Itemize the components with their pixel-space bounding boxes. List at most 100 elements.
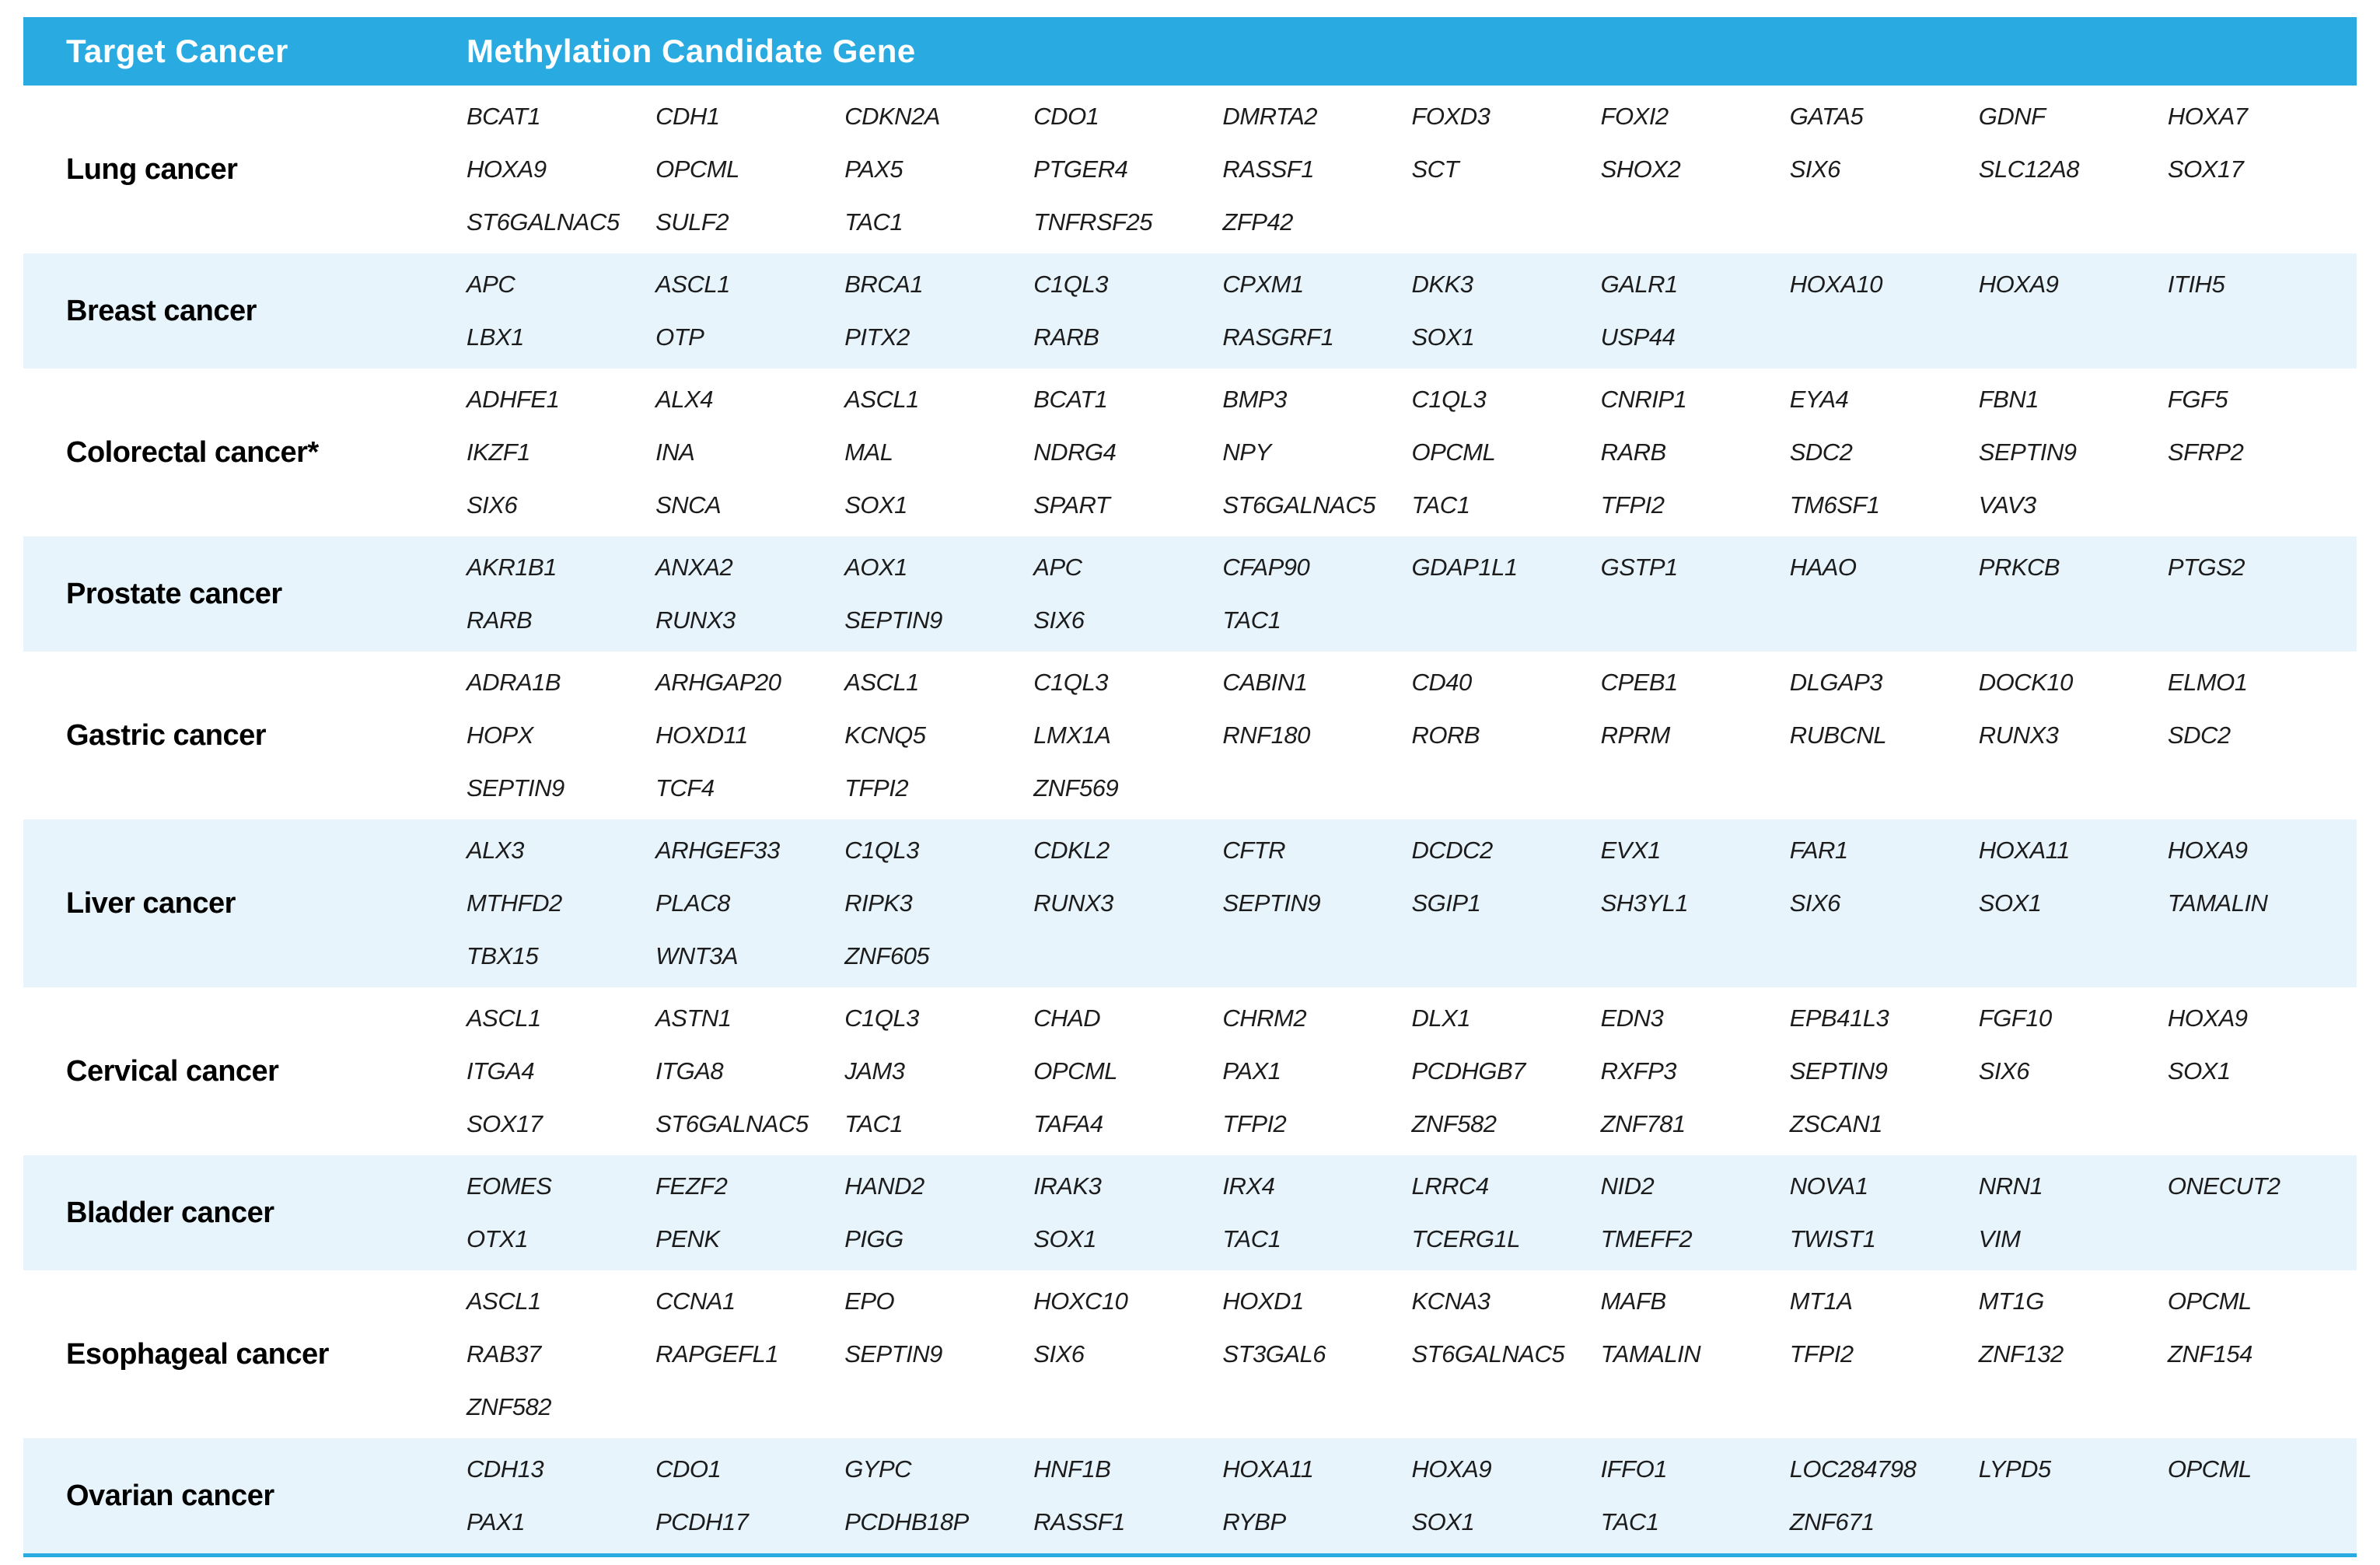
gene-symbol: CD40 bbox=[1411, 669, 1473, 696]
gene-symbol: RASSF1 bbox=[1033, 1508, 1125, 1535]
gene-symbol: RPRM bbox=[1600, 721, 1671, 749]
gene-symbol: FOXD3 bbox=[1411, 103, 1491, 130]
gene-symbol: ARHGEF33 bbox=[655, 837, 780, 864]
table-header-row: Target Cancer Methylation Candidate Gene bbox=[23, 17, 2357, 86]
gene-symbol: ALX3 bbox=[467, 837, 524, 864]
gene-symbol: OPCML bbox=[2167, 1455, 2252, 1483]
gene-symbol: ALX4 bbox=[655, 386, 713, 413]
cancer-row: Esophageal cancer ASCL1 CCNA1 EPO HOXC10 HOXD… bbox=[23, 1270, 2357, 1438]
gene-symbol: SULF2 bbox=[655, 208, 729, 236]
gene-symbol: CFTR bbox=[1222, 837, 1286, 864]
gene-symbol: PITX2 bbox=[844, 323, 910, 351]
gene-symbol: CPEB1 bbox=[1600, 669, 1679, 696]
gene-symbol: HOXA9 bbox=[467, 155, 547, 183]
gene-symbol: EVX1 bbox=[1600, 837, 1662, 864]
gene-symbol: SEPTIN9 bbox=[844, 606, 942, 634]
gene-symbol: FEZF2 bbox=[655, 1172, 728, 1200]
cancer-name: Liver cancer bbox=[66, 886, 236, 920]
gene-list: ALX3 ARHGEF33 C1QL3 CDKL2 CFTR DCDC2 EVX1 FAR1 H… bbox=[467, 824, 2357, 983]
cancer-row: Cervical cancer ASCL1 ASTN1 C1QL3 CHAD CHRM2 D… bbox=[23, 987, 2357, 1155]
gene-symbol: TFPI2 bbox=[1789, 1340, 1854, 1368]
gene-symbol: SIX6 bbox=[467, 491, 518, 519]
gene-symbol: TAMALIN bbox=[1600, 1340, 1701, 1368]
gene-symbol: TNFRSF25 bbox=[1033, 208, 1153, 236]
gene-symbol: CPXM1 bbox=[1222, 271, 1304, 298]
cancer-row: Gastric cancer ADRA1B ARHGAP20 ASCL1 C1QL3 CA… bbox=[23, 652, 2357, 819]
gene-list: ADRA1B ARHGAP20 ASCL1 C1QL3 CABIN1 CD40 CPEB1 D… bbox=[467, 656, 2357, 815]
gene-symbol: CDKN2A bbox=[844, 103, 940, 130]
gene-symbol: ZFP42 bbox=[1222, 208, 1293, 236]
gene-symbol: HOPX bbox=[467, 721, 533, 749]
gene-symbol: SEPTIN9 bbox=[1789, 1057, 1888, 1085]
gene-symbol: SDC2 bbox=[1789, 438, 1853, 466]
gene-symbol: ADRA1B bbox=[467, 669, 561, 696]
gene-symbol: CDO1 bbox=[1033, 103, 1099, 130]
gene-symbol: ASCL1 bbox=[467, 1004, 541, 1032]
gene-symbol: HOXA9 bbox=[1411, 1455, 1492, 1483]
gene-symbol: RARB bbox=[1033, 323, 1099, 351]
gene-symbol: EOMES bbox=[467, 1172, 552, 1200]
gene-symbol: SOX17 bbox=[2167, 155, 2244, 183]
gene-symbol: PCDHB18P bbox=[844, 1508, 969, 1535]
gene-symbol: MTHFD2 bbox=[467, 889, 562, 917]
gene-symbol: C1QL3 bbox=[1033, 271, 1109, 298]
gene-symbol: SDC2 bbox=[2167, 721, 2231, 749]
gene-symbol: DOCK10 bbox=[1978, 669, 2074, 696]
cancer-name: Ovarian cancer bbox=[66, 1479, 274, 1512]
gene-symbol: SOX1 bbox=[1411, 1508, 1475, 1535]
gene-symbol: HNF1B bbox=[1033, 1455, 1111, 1483]
gene-symbol: HOXD1 bbox=[1222, 1287, 1304, 1315]
cancer-name: Colorectal cancer* bbox=[66, 435, 319, 469]
gene-symbol: IRAK3 bbox=[1033, 1172, 1102, 1200]
gene-symbol: LBX1 bbox=[467, 323, 524, 351]
gene-symbol: OTX1 bbox=[467, 1225, 528, 1252]
cancer-name: Esophageal cancer bbox=[66, 1337, 329, 1371]
gene-symbol: ZNF582 bbox=[1411, 1110, 1497, 1137]
gene-symbol: TAFA4 bbox=[1033, 1110, 1103, 1137]
gene-symbol: FOXI2 bbox=[1600, 103, 1669, 130]
gene-symbol: ZNF671 bbox=[1789, 1508, 1875, 1535]
gene-symbol: IFFO1 bbox=[1600, 1455, 1668, 1483]
gene-symbol: PRKCB bbox=[1978, 554, 2060, 581]
gene-symbol: SOX1 bbox=[1411, 323, 1475, 351]
gene-symbol: ZNF781 bbox=[1600, 1110, 1686, 1137]
cancer-name: Cervical cancer bbox=[66, 1054, 279, 1088]
gene-symbol: RUNX3 bbox=[1978, 721, 2059, 749]
gene-symbol: TWIST1 bbox=[1789, 1225, 1876, 1252]
gene-symbol: TBX15 bbox=[467, 942, 539, 969]
gene-symbol: MAL bbox=[844, 438, 893, 466]
cancer-name: Bladder cancer bbox=[66, 1196, 274, 1229]
gene-symbol: ZNF569 bbox=[1033, 774, 1119, 802]
cancer-name: Gastric cancer bbox=[66, 718, 267, 752]
gene-list: AKR1B1 ANXA2 AOX1 APC CFAP90 GDAP1L1 GSTP1 HAAO… bbox=[467, 541, 2357, 647]
gene-symbol: OPCML bbox=[1411, 438, 1496, 466]
gene-symbol: HOXA11 bbox=[1222, 1455, 1314, 1483]
gene-symbol: ASTN1 bbox=[655, 1004, 732, 1032]
gene-list: BCAT1 CDH1 CDKN2A CDO1 DMRTA2 FOXD3 FOXI2 GATA5… bbox=[467, 90, 2357, 249]
gene-symbol: HOXC10 bbox=[1033, 1287, 1128, 1315]
cancer-row: Lung cancer BCAT1 CDH1 CDKN2A CDO1 DMRTA2 FOXD… bbox=[23, 86, 2357, 253]
gene-symbol: SGIP1 bbox=[1411, 889, 1481, 917]
gene-symbol: ADHFE1 bbox=[467, 386, 560, 413]
gene-symbol: RAB37 bbox=[467, 1340, 541, 1368]
gene-symbol: CNRIP1 bbox=[1600, 386, 1687, 413]
gene-symbol: ST6GALNAC5 bbox=[1411, 1340, 1565, 1368]
gene-symbol: RXFP3 bbox=[1600, 1057, 1677, 1085]
gene-symbol: DCDC2 bbox=[1411, 837, 1494, 864]
gene-symbol: ASCL1 bbox=[844, 669, 919, 696]
cancer-row: Bladder cancer EOMES FEZF2 HAND2 IRAK3 IRX4 LR… bbox=[23, 1155, 2357, 1270]
gene-symbol: TM6SF1 bbox=[1789, 491, 1880, 519]
gene-list: ADHFE1 ALX4 ASCL1 BCAT1 BMP3 C1QL3 CNRIP1 EYA4 F… bbox=[467, 373, 2357, 532]
gene-symbol: NDRG4 bbox=[1033, 438, 1117, 466]
gene-symbol: LMX1A bbox=[1033, 721, 1111, 749]
gene-symbol: CFAP90 bbox=[1222, 554, 1310, 581]
cancer-row: Liver cancer ALX3 ARHGEF33 C1QL3 CDKL2 CFTR DC… bbox=[23, 819, 2357, 987]
gene-symbol: SIX6 bbox=[1789, 155, 1841, 183]
gene-symbol: ANXA2 bbox=[655, 554, 733, 581]
gene-symbol: EPO bbox=[844, 1287, 895, 1315]
gene-list: CDH13 CDO1 GYPC HNF1B HOXA11 HOXA9 IFFO1 LOC284… bbox=[467, 1443, 2357, 1549]
gene-symbol: HOXA10 bbox=[1789, 271, 1883, 298]
gene-symbol: LOC284798 bbox=[1789, 1455, 1917, 1483]
gene-symbol: HOXA9 bbox=[2167, 1004, 2248, 1032]
gene-symbol: AOX1 bbox=[844, 554, 907, 581]
